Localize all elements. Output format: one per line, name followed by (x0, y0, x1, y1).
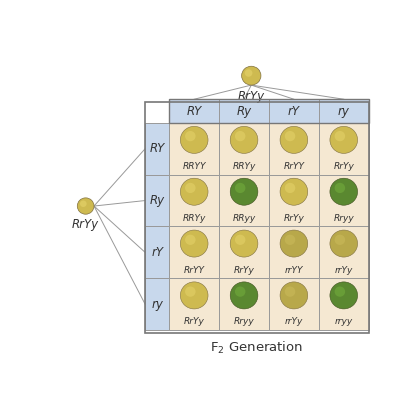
Circle shape (330, 282, 358, 309)
Text: rrYy: rrYy (334, 266, 353, 275)
Circle shape (230, 230, 258, 257)
Text: Ry: Ry (150, 194, 165, 207)
Text: rryy: rryy (334, 317, 353, 326)
Circle shape (77, 198, 94, 214)
Bar (269, 278, 319, 330)
Circle shape (80, 200, 87, 207)
Text: ry: ry (151, 298, 163, 311)
Circle shape (285, 131, 295, 141)
Circle shape (185, 286, 195, 297)
Circle shape (230, 282, 258, 309)
Bar (219, 278, 269, 330)
Circle shape (334, 286, 345, 297)
Text: RY: RY (187, 104, 202, 118)
Bar (319, 175, 369, 226)
Bar (269, 123, 319, 175)
Circle shape (334, 183, 345, 193)
Bar (319, 278, 369, 330)
Circle shape (285, 183, 295, 193)
Circle shape (280, 178, 308, 205)
Text: RRYY: RRYY (183, 162, 206, 171)
Bar (219, 123, 269, 175)
Bar (145, 226, 169, 278)
Text: rY: rY (288, 104, 300, 118)
Text: Ry: Ry (237, 104, 251, 118)
Circle shape (235, 183, 245, 193)
Circle shape (230, 178, 258, 205)
Text: ry: ry (338, 104, 350, 118)
Text: rY: rY (151, 246, 163, 259)
Text: RrYY: RrYY (184, 266, 205, 275)
Bar (169, 99, 369, 123)
Circle shape (334, 131, 345, 141)
Text: RrYy: RrYy (333, 162, 354, 171)
Circle shape (285, 286, 295, 297)
Circle shape (235, 286, 245, 297)
Bar (145, 278, 169, 330)
Text: RrYy: RrYy (238, 90, 265, 103)
Text: F$_2$ Generation: F$_2$ Generation (210, 339, 303, 356)
Text: Rryy: Rryy (333, 214, 354, 223)
Bar (319, 123, 369, 175)
Bar (145, 102, 369, 333)
Circle shape (280, 282, 308, 309)
Text: RRYy: RRYy (183, 214, 206, 223)
Text: RRYy: RRYy (232, 162, 256, 171)
Circle shape (242, 66, 261, 85)
Text: RrYy: RrYy (283, 214, 304, 223)
Circle shape (245, 69, 252, 77)
Bar (269, 175, 319, 226)
Text: RY: RY (149, 142, 165, 155)
Circle shape (185, 131, 195, 141)
Circle shape (181, 178, 208, 205)
Bar (169, 123, 219, 175)
Bar (219, 175, 269, 226)
Text: rrYY: rrYY (285, 266, 303, 275)
Circle shape (235, 235, 245, 245)
Text: RrYy: RrYy (72, 218, 99, 231)
Circle shape (334, 235, 345, 245)
Circle shape (181, 230, 208, 257)
Text: RrYY: RrYY (283, 162, 304, 171)
Bar (145, 175, 169, 226)
Circle shape (285, 235, 295, 245)
Circle shape (185, 183, 195, 193)
Circle shape (280, 230, 308, 257)
Circle shape (280, 126, 308, 153)
Circle shape (330, 230, 358, 257)
Circle shape (181, 126, 208, 153)
Bar (145, 123, 169, 175)
Text: Rryy: Rryy (234, 317, 254, 326)
Circle shape (181, 282, 208, 309)
Bar (219, 226, 269, 278)
Text: RrYy: RrYy (184, 317, 205, 326)
Circle shape (330, 178, 358, 205)
Text: RRyy: RRyy (232, 214, 256, 223)
Circle shape (185, 235, 195, 245)
Text: rrYy: rrYy (285, 317, 303, 326)
Circle shape (230, 126, 258, 153)
Bar (319, 99, 369, 123)
Bar (169, 226, 219, 278)
Bar (269, 226, 319, 278)
Bar (319, 226, 369, 278)
Circle shape (330, 126, 358, 153)
Bar (169, 99, 219, 123)
Bar (169, 175, 219, 226)
Bar (269, 99, 319, 123)
Circle shape (235, 131, 245, 141)
Text: RrYy: RrYy (234, 266, 254, 275)
Bar (219, 99, 269, 123)
Bar (169, 278, 219, 330)
